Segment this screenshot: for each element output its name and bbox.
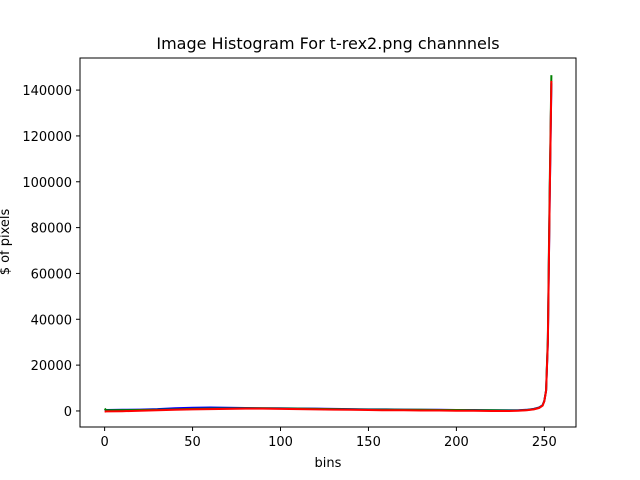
y-tick-label: 40000 — [31, 313, 72, 328]
x-tick-label: 250 — [532, 435, 557, 450]
x-tick-label: 150 — [356, 435, 381, 450]
x-tick-label: 200 — [444, 435, 469, 450]
x-tick-label: 0 — [100, 435, 108, 450]
chart-title: Image Histogram For t-rex2.png channnels — [156, 34, 499, 53]
series-line-2 — [104, 80, 553, 413]
y-tick-label: 0 — [64, 405, 72, 420]
series-layer — [103, 75, 553, 413]
y-tick-label: 80000 — [31, 222, 72, 237]
y-axis-label: $ of pixels — [0, 208, 13, 275]
x-axis-ticks: 0 50 100 150 200 250 — [100, 427, 557, 450]
y-tick-label: 140000 — [22, 84, 72, 99]
x-tick-label: 50 — [184, 435, 201, 450]
x-axis-label: bins — [315, 456, 342, 471]
y-axis-ticks: 0 20000 40000 60000 80000 100000 120000 140000 — [22, 84, 80, 420]
x-tick-label: 100 — [268, 435, 293, 450]
y-tick-label: 20000 — [31, 359, 72, 374]
y-tick-label: 100000 — [22, 176, 72, 191]
y-tick-label: 60000 — [31, 267, 72, 282]
plot-frame — [79, 57, 577, 428]
y-tick-label: 120000 — [22, 130, 72, 145]
